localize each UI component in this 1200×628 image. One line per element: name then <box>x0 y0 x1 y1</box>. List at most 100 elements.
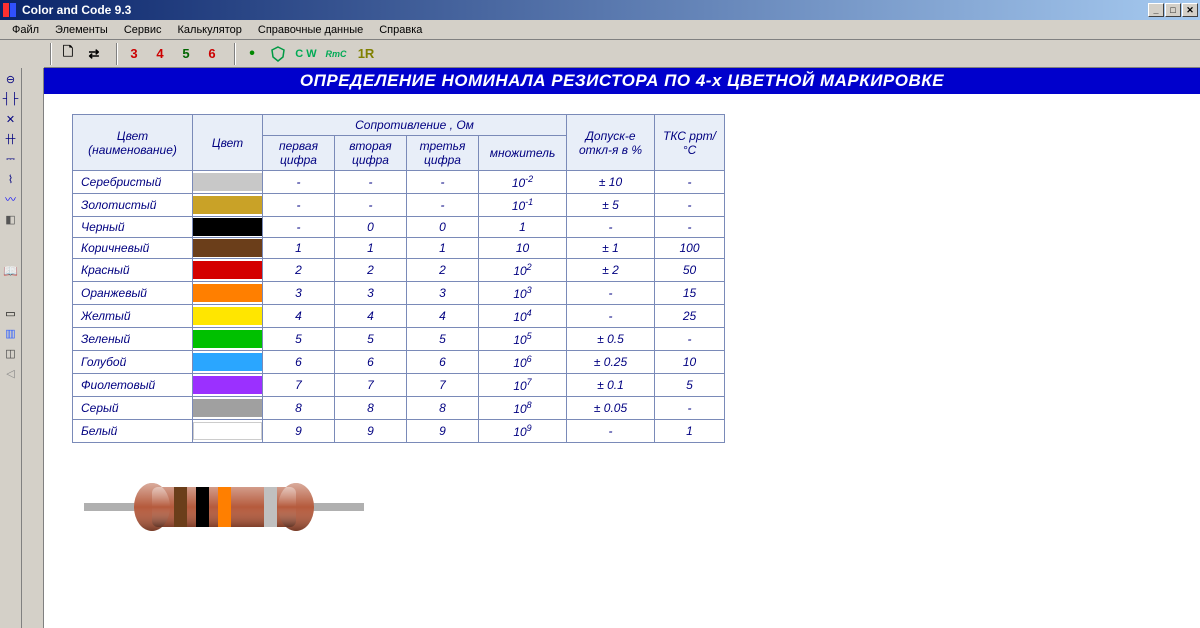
new-button[interactable]: 🗋 <box>56 43 80 65</box>
page-title-banner: ОПРЕДЕЛЕНИЕ НОМИНАЛА РЕЗИСТОРА ПО 4-х ЦВ… <box>44 68 1200 94</box>
cell-multiplier: 108 <box>479 397 567 420</box>
cell-tks: 10 <box>655 351 725 374</box>
cell-tks: 5 <box>655 374 725 397</box>
table-row: Золотистый---10-1± 5- <box>73 194 725 217</box>
cell-tks: 1 <box>655 420 725 443</box>
side-tool2-2[interactable]: ◫ <box>2 344 20 362</box>
digit-6-button[interactable]: 6 <box>200 43 224 65</box>
resistor-color-table: Цвет (наименование) Цвет Сопротивление ,… <box>72 114 725 443</box>
cell-d3: 0 <box>407 217 479 238</box>
shield-icon[interactable] <box>266 43 290 65</box>
cell-multiplier: 1 <box>479 217 567 238</box>
side-tool-2[interactable]: ✕ <box>2 110 20 128</box>
cell-swatch <box>193 238 263 259</box>
cell-d1: 6 <box>263 351 335 374</box>
digit-3-button[interactable]: 3 <box>122 43 146 65</box>
menu-help[interactable]: Справка <box>371 22 430 38</box>
side-tool-6[interactable]: 〰 <box>2 190 20 208</box>
cell-d1: 4 <box>263 305 335 328</box>
cell-d3: 8 <box>407 397 479 420</box>
cell-multiplier: 10-2 <box>479 171 567 194</box>
side-tool-5[interactable]: ⌇ <box>2 170 20 188</box>
cell-swatch <box>193 328 263 351</box>
cell-swatch <box>193 282 263 305</box>
close-button[interactable]: ✕ <box>1182 3 1198 17</box>
window-title: Color and Code 9.3 <box>22 3 1148 17</box>
ir-button[interactable]: 1R <box>352 43 380 65</box>
window-titlebar: Color and Code 9.3 _ □ ✕ <box>0 0 1200 20</box>
col-d3: третья цифра <box>407 136 479 171</box>
cell-multiplier: 109 <box>479 420 567 443</box>
side-tool-1[interactable]: ┤├ <box>2 90 20 108</box>
cell-d3: 2 <box>407 259 479 282</box>
menu-service[interactable]: Сервис <box>116 22 170 38</box>
cell-multiplier: 10-1 <box>479 194 567 217</box>
cell-name: Серый <box>73 397 193 420</box>
cell-tolerance: - <box>567 420 655 443</box>
cell-multiplier: 102 <box>479 259 567 282</box>
digit-5-button[interactable]: 5 <box>174 43 198 65</box>
menu-elements[interactable]: Элементы <box>47 22 116 38</box>
cell-name: Золотистый <box>73 194 193 217</box>
table-row: Серебристый---10-2± 10- <box>73 171 725 194</box>
menu-file[interactable]: Файл <box>4 22 47 38</box>
swap-button[interactable]: ⇄ <box>82 43 106 65</box>
cell-d2: - <box>335 171 407 194</box>
cell-name: Белый <box>73 420 193 443</box>
side-tool-3[interactable]: 卄 <box>2 130 20 148</box>
book-icon[interactable]: 📖 <box>2 262 20 280</box>
cell-d3: 5 <box>407 328 479 351</box>
col-multiplier: множитель <box>479 136 567 171</box>
cell-swatch <box>193 351 263 374</box>
cell-multiplier: 10 <box>479 238 567 259</box>
cell-d1: 3 <box>263 282 335 305</box>
cell-d1: 9 <box>263 420 335 443</box>
side-tool2-0[interactable]: ▭ <box>2 304 20 322</box>
cell-d3: 1 <box>407 238 479 259</box>
cell-d3: 6 <box>407 351 479 374</box>
cell-d1: - <box>263 171 335 194</box>
table-row: Голубой666106± 0.2510 <box>73 351 725 374</box>
cell-d2: 6 <box>335 351 407 374</box>
cell-tks: - <box>655 328 725 351</box>
cell-d2: 3 <box>335 282 407 305</box>
table-row: Зеленый555105± 0.5- <box>73 328 725 351</box>
menu-calculator[interactable]: Калькулятор <box>170 22 250 38</box>
cell-swatch <box>193 194 263 217</box>
cell-tolerance: ± 0.25 <box>567 351 655 374</box>
cell-tolerance: - <box>567 305 655 328</box>
minimize-button[interactable]: _ <box>1148 3 1164 17</box>
cell-d1: - <box>263 217 335 238</box>
cell-tolerance: ± 10 <box>567 171 655 194</box>
cell-swatch <box>193 305 263 328</box>
cell-name: Оранжевый <box>73 282 193 305</box>
bullet-button[interactable]: • <box>240 43 264 65</box>
cell-tolerance: ± 5 <box>567 194 655 217</box>
cell-tks: 15 <box>655 282 725 305</box>
cell-swatch <box>193 259 263 282</box>
cell-tolerance: - <box>567 282 655 305</box>
side-tool-0[interactable]: ⊖ <box>2 70 20 88</box>
side-tool-4[interactable]: ⎓ <box>2 150 20 168</box>
menu-reference[interactable]: Справочные данные <box>250 22 371 38</box>
cell-tolerance: ± 0.1 <box>567 374 655 397</box>
cell-d2: - <box>335 194 407 217</box>
cw-button[interactable]: C W <box>292 43 320 65</box>
rmc-button[interactable]: RmC <box>322 43 350 65</box>
cell-tolerance: ± 1 <box>567 238 655 259</box>
cell-d2: 9 <box>335 420 407 443</box>
maximize-button[interactable]: □ <box>1165 3 1181 17</box>
cell-name: Коричневый <box>73 238 193 259</box>
cell-d3: 7 <box>407 374 479 397</box>
digit-4-button[interactable]: 4 <box>148 43 172 65</box>
table-row: Черный-001-- <box>73 217 725 238</box>
side-tool2-1[interactable]: ▥ <box>2 324 20 342</box>
cell-d1: 7 <box>263 374 335 397</box>
left-toolbar-2 <box>22 68 44 628</box>
side-tool-7[interactable]: ◧ <box>2 210 20 228</box>
side-tool2-3[interactable]: ◁ <box>2 364 20 382</box>
cell-tolerance: ± 0.5 <box>567 328 655 351</box>
table-row: Красный222102± 250 <box>73 259 725 282</box>
col-resistance-group: Сопротивление , Ом <box>263 115 567 136</box>
cell-multiplier: 103 <box>479 282 567 305</box>
